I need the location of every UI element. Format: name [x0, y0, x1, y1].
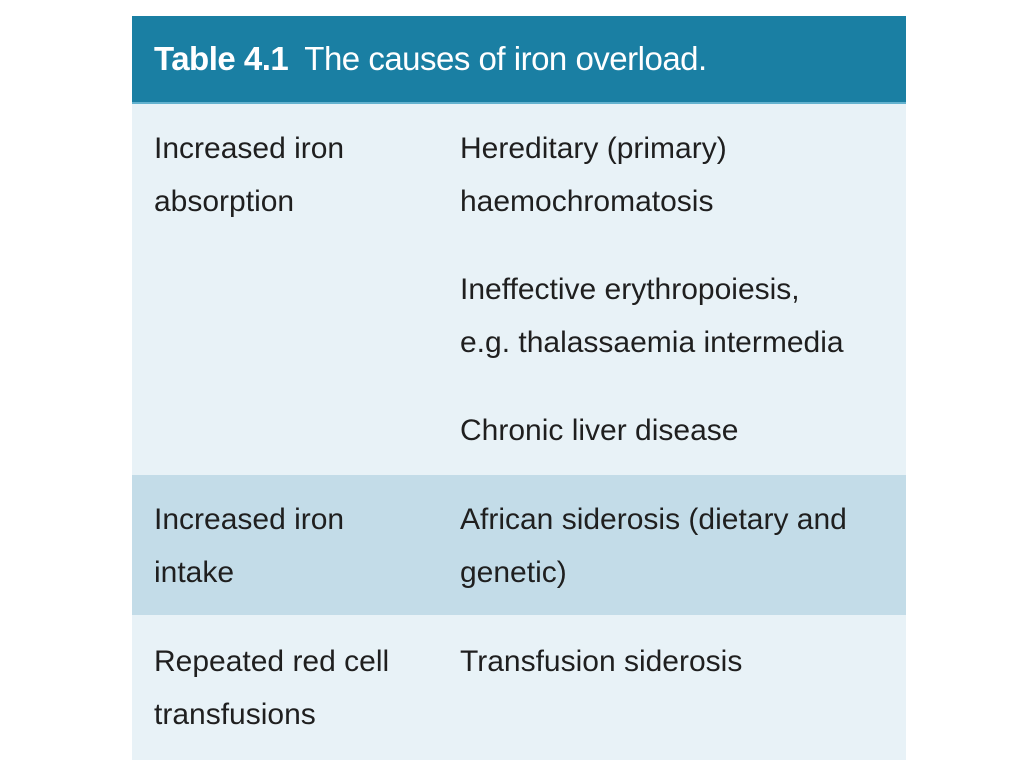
table-row: Increased iron absorption Hereditary (pr…	[132, 104, 906, 475]
cause-entry: African siderosis (dietary and genetic)	[460, 493, 896, 599]
iron-overload-table: Table 4.1 The causes of iron overload. I…	[132, 16, 906, 760]
table-row: Increased iron intake African siderosis …	[132, 475, 906, 615]
cause-text: Chronic liver disease	[460, 414, 739, 447]
causes-cell: Hereditary (primary) haemochromatosis In…	[460, 122, 906, 475]
cause-text: Transfusion siderosis	[460, 645, 743, 678]
cause-entry: Ineffective erythropoiesis, e.g. thalass…	[460, 263, 896, 369]
cause-text: genetic)	[460, 556, 567, 589]
cause-entry: Chronic liver disease	[460, 404, 896, 457]
cause-text: Ineffective erythropoiesis,	[460, 273, 800, 306]
table-title: The causes of iron overload.	[304, 40, 707, 77]
cause-text: African siderosis (dietary and	[460, 503, 847, 536]
table-header: Table 4.1 The causes of iron overload.	[132, 16, 906, 104]
category-cell: Increased iron intake	[132, 493, 460, 615]
causes-cell: Transfusion siderosis	[460, 635, 906, 760]
category-text: Increased iron	[154, 132, 345, 165]
cause-text: Hereditary (primary)	[460, 132, 727, 165]
category-text: Increased iron	[154, 503, 345, 536]
category-text: absorption	[154, 185, 295, 218]
cause-entry: Transfusion siderosis	[460, 635, 896, 688]
cause-text: haemochromatosis	[460, 185, 714, 218]
causes-cell: African siderosis (dietary and genetic)	[460, 493, 906, 615]
category-text: transfusions	[154, 698, 316, 731]
category-text: Repeated red cell	[154, 645, 390, 678]
category-cell: Increased iron absorption	[132, 122, 460, 475]
cause-entry: Hereditary (primary) haemochromatosis	[460, 122, 896, 228]
cause-text: e.g. thalassaemia intermedia	[460, 326, 844, 359]
category-cell: Repeated red cell transfusions	[132, 635, 460, 760]
category-text: intake	[154, 556, 235, 589]
table-number: Table 4.1	[154, 40, 289, 77]
table-row: Repeated red cell transfusions Transfusi…	[132, 615, 906, 760]
